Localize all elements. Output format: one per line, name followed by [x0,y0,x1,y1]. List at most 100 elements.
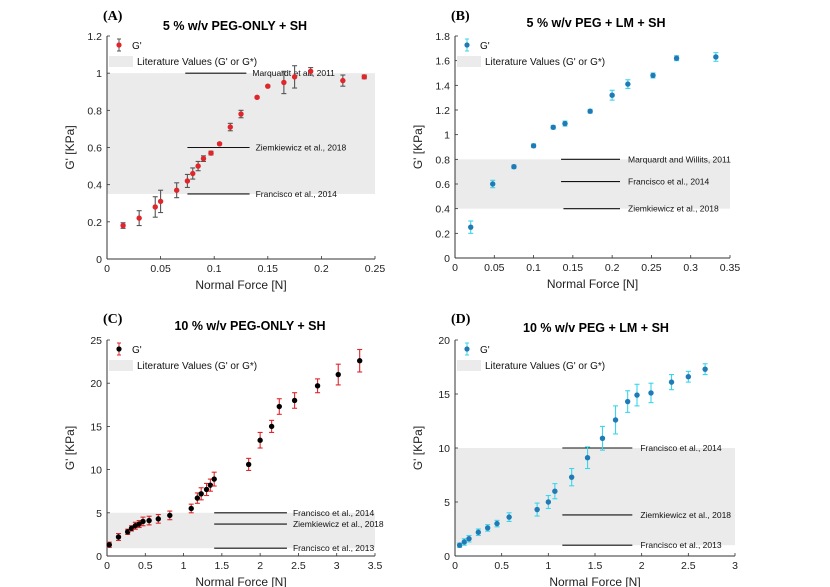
y-tick-label: 20 [438,335,450,347]
data-point [624,398,631,405]
x-tick-label: 3 [334,560,340,572]
chart-panel-4: (D) 10 % w/v PEG + LM + SH Francisco et al… [411,312,738,587]
legend-marker [116,42,122,48]
data-point [291,74,298,80]
data-point [136,215,142,221]
x-tick-label: 0.05 [150,263,171,275]
data-point [335,371,341,378]
x-tick-label: 0.3 [683,262,698,274]
data-point [494,520,500,527]
x-tick-label: 0.35 [720,262,741,274]
legend-label: Literature Values (G' or G*) [485,361,605,372]
data-point [599,435,606,441]
data-point [468,224,474,230]
data-point [584,455,591,461]
annotation-label: Francisco et al., 2014 [628,177,710,187]
data-point [568,474,575,480]
y-tick-label: 20 [90,378,102,390]
data-point [552,488,558,494]
data-point [173,187,180,193]
data-point [545,499,552,505]
data-point [257,437,263,443]
y-axis-label: G' [KPa] [411,426,425,470]
y-tick-label: 0.8 [87,105,102,117]
x-tick-label: 0.5 [494,560,509,572]
chart-title: 10 % w/v PEG + LM + SH [523,321,669,335]
x-tick-label: 0 [452,560,458,572]
x-tick-label: 3 [732,560,738,572]
y-tick-label: 5 [444,497,450,509]
annotation-label: Francisco et al., 2014 [640,443,722,453]
x-tick-label: 1.5 [588,560,603,572]
data-point [511,164,517,170]
data-point [673,55,680,61]
y-tick-label: 0.4 [87,180,102,192]
x-axis-label: Normal Force [N] [549,575,640,587]
legend-band-swatch [109,360,133,371]
data-point [490,181,496,187]
y-tick-label: 1 [96,68,102,80]
data-point [340,77,346,84]
y-tick-label: 0.2 [87,217,102,229]
x-axis-label: Normal Force [N] [195,575,286,587]
data-point [456,542,463,548]
data-point [307,68,314,75]
x-tick-label: 0.1 [526,262,541,274]
x-tick-label: 2.5 [291,560,306,572]
data-point [195,163,201,169]
y-tick-label: 0 [96,551,102,563]
y-tick-label: 1.8 [435,31,450,43]
x-tick-label: 0 [104,560,110,572]
data-point [167,512,173,519]
legend-label: Literature Values (G' or G*) [137,57,257,68]
data-point [216,141,223,147]
x-tick-label: 0.25 [365,263,386,275]
data-point [115,534,122,540]
data-point [550,124,556,130]
x-tick-label: 0.5 [138,560,153,572]
data-point [634,392,640,398]
y-tick-label: 0 [444,253,450,265]
data-point [685,374,692,380]
data-point [200,155,207,162]
x-tick-label: 1.5 [215,560,230,572]
literature-band [455,448,735,546]
data-point [254,94,260,101]
literature-band [107,512,375,549]
data-point [609,92,615,98]
y-axis-label: G' [KPa] [63,125,77,169]
data-point [356,358,363,364]
panel-label: (B) [451,9,470,24]
y-tick-label: 0 [96,254,102,266]
y-tick-label: 10 [90,465,102,477]
data-point [211,476,217,482]
y-tick-label: 0.4 [435,204,450,216]
data-point [198,491,204,497]
legend-label: G' [480,345,490,356]
data-point [562,120,568,127]
x-tick-label: 0 [452,262,458,274]
data-point [314,383,321,389]
data-point [291,397,298,404]
data-point [648,390,654,396]
panel-label: (C) [103,312,123,327]
data-point [587,108,593,114]
annotation-label: Ziemkiewicz et al., 2018 [256,143,347,153]
y-tick-label: 1.4 [435,80,450,92]
data-point [506,514,512,520]
data-point [268,423,275,430]
y-tick-label: 0.2 [435,228,450,240]
y-tick-label: 1 [444,130,450,142]
data-point [157,198,164,205]
legend-label: G' [132,345,142,356]
annotation-label: Francisco et al., 2013 [640,540,722,550]
chart-title: 5 % w/v PEG-ONLY + SH [163,19,307,33]
x-tick-label: 1 [181,560,187,572]
data-point [245,461,252,468]
data-point [484,525,491,531]
annotation-label: Ziemkiewicz et al., 2018 [293,519,384,529]
annotation-label: Francisco et al., 2013 [293,543,375,553]
data-point [466,536,472,542]
y-tick-label: 1.2 [87,31,102,43]
legend-marker [116,346,122,352]
